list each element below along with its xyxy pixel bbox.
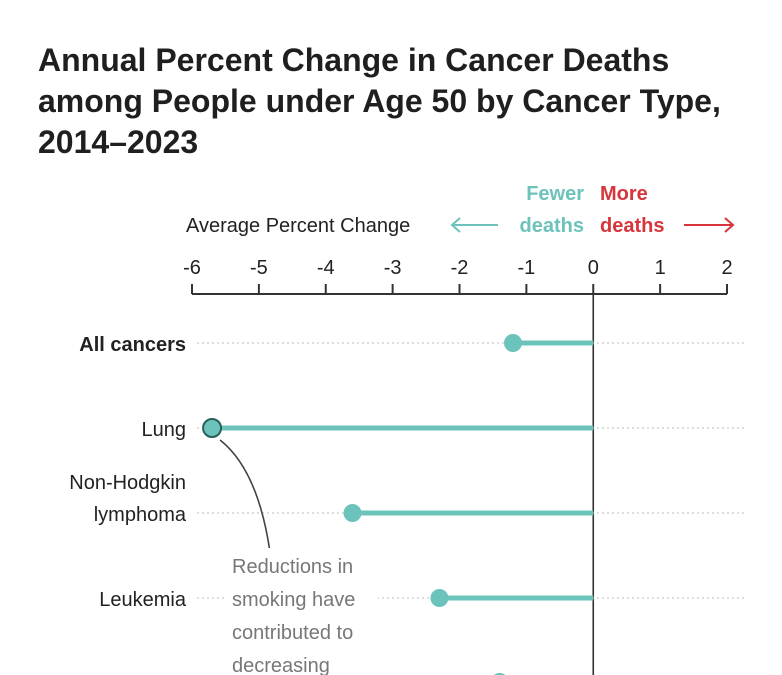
tick-label: 2 (721, 257, 732, 279)
category-label: Lung (142, 419, 187, 441)
annotation: Reductions in smoking have contributed to d… (219, 439, 378, 675)
category-label: All cancers (79, 334, 186, 356)
fewer-label-line2: deaths (520, 215, 584, 237)
category-label: Non-Hodgkin (69, 472, 186, 494)
tick-label: 1 (655, 257, 666, 279)
annotation-leader (219, 439, 271, 553)
category-label: lymphoma (94, 504, 187, 526)
more-label-line2: deaths (600, 215, 664, 237)
axis-header: Average Percent Change Fewer deaths More… (186, 183, 735, 237)
fewer-arrow-head (450, 217, 461, 233)
tick-label: -3 (384, 257, 402, 279)
chart-title: Annual Percent Change in Cancer Deaths a… (38, 42, 721, 160)
tick-label: -1 (517, 257, 535, 279)
annotation-text: smoking have (232, 589, 355, 611)
category-label: Breast (female (56, 673, 186, 675)
fewer-label-line1: Fewer (526, 183, 584, 205)
annotation-text: decreasing (232, 655, 330, 675)
x-axis: -6 -5 -4 -3 -2 -1 0 1 2 (183, 257, 733, 675)
lollipop-dot (343, 504, 362, 522)
chart-rows: All cancers Lung Non-Hodgkin lymphoma Leukem… (56, 334, 745, 675)
axis-label: Average Percent Change (186, 215, 410, 237)
chart-row: Leukemia (99, 589, 745, 611)
tick-label: 0 (588, 257, 599, 279)
chart-row: Non-Hodgkin lymphoma (69, 472, 745, 526)
annotation-backdrop (226, 548, 378, 675)
tick-label: -2 (451, 257, 469, 279)
lollipop-dot (430, 589, 449, 607)
tick-label: -5 (250, 257, 268, 279)
tick-label: -6 (183, 257, 201, 279)
category-label: Leukemia (99, 589, 187, 611)
annotation-text: contributed to (232, 622, 353, 644)
lollipop-dot (202, 418, 223, 438)
more-label-line1: More (600, 183, 648, 205)
chart-row: All cancers (79, 334, 745, 356)
lollipop-dot (504, 334, 522, 352)
tick-label: -4 (317, 257, 335, 279)
chart-row: Lung (142, 418, 745, 441)
more-arrow-head (724, 217, 735, 233)
annotation-text: Reductions in (232, 556, 353, 578)
